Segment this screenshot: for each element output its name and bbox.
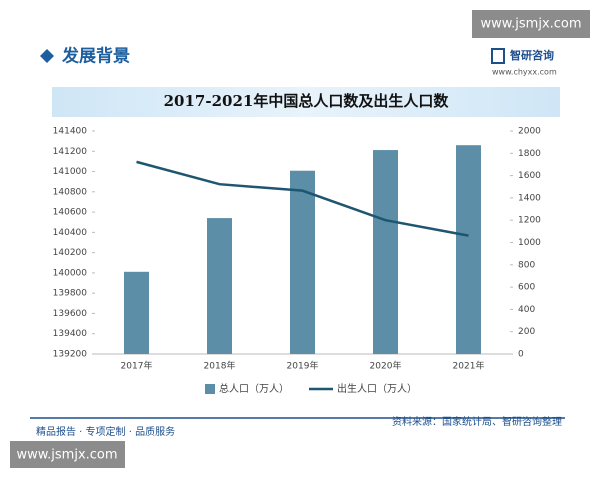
y2-tick-label: 1800 <box>518 149 541 159</box>
y2-tick-label: 800 <box>518 260 535 270</box>
y2-tick-label: 1200 <box>518 216 541 226</box>
legend-label: 总人口（万人） <box>219 382 289 395</box>
y2-tick-label: 600 <box>518 283 535 293</box>
y-tick-label: 139600 <box>53 309 88 319</box>
y-tick-label: 141200 <box>53 147 88 157</box>
y2-tick-label: 2000 <box>518 127 541 137</box>
legend-swatch <box>205 384 215 394</box>
y-tick-label: 141400 <box>53 127 88 137</box>
legend-label: 出生人口（万人） <box>337 382 417 395</box>
watermark: www.jsmjx.com <box>480 17 581 32</box>
y-tick-label: 139200 <box>53 350 88 360</box>
y-tick-label: 141000 <box>53 167 88 177</box>
line <box>136 160 469 237</box>
y-tick-label: 139400 <box>53 329 88 339</box>
diamond-icon <box>40 49 54 63</box>
logo: 智研咨询 <box>510 48 554 62</box>
bar <box>456 145 481 354</box>
y-tick-label: 140800 <box>53 187 88 197</box>
x-tick-label: 2019年 <box>287 360 319 372</box>
section-title: 发展背景 <box>61 46 130 67</box>
y2-tick-label: 1600 <box>518 171 541 181</box>
title-box <box>52 87 560 117</box>
y2-tick-label: 400 <box>518 305 535 315</box>
watermark-box <box>10 441 125 468</box>
y-tick-label: 140400 <box>53 228 88 238</box>
watermark-box <box>472 10 590 38</box>
bar <box>373 150 398 354</box>
x-tick-label: 2020年 <box>370 360 402 372</box>
x-tick-label: 2018年 <box>204 360 236 372</box>
y2-tick-label: 1000 <box>518 238 541 248</box>
y-tick-label: 139800 <box>53 289 88 299</box>
bar <box>290 170 315 354</box>
watermark: www.jsmjx.com <box>16 448 117 463</box>
chart-title: 2017-2021年中国总人口数及出生人口数 <box>164 92 450 110</box>
bar <box>207 218 232 354</box>
x-tick-label: 2017年 <box>121 360 153 372</box>
y2-tick-label: 0 <box>518 350 524 360</box>
footer-right: 资料来源：国家统计局、智研咨询整理 <box>392 415 562 428</box>
y-tick-label: 140000 <box>53 268 88 278</box>
footer-left: 精品报告 · 专项定制 · 品质服务 <box>36 425 175 438</box>
y-tick-label: 140600 <box>53 208 88 218</box>
y-tick-label: 140200 <box>53 248 88 258</box>
x-tick-label: 2021年 <box>453 360 485 372</box>
bar <box>124 271 149 354</box>
y2-tick-label: 200 <box>518 327 535 337</box>
logo-url: www.chyxx.com <box>492 68 557 77</box>
logo-icon <box>491 48 505 64</box>
y2-tick-label: 1400 <box>518 193 541 203</box>
